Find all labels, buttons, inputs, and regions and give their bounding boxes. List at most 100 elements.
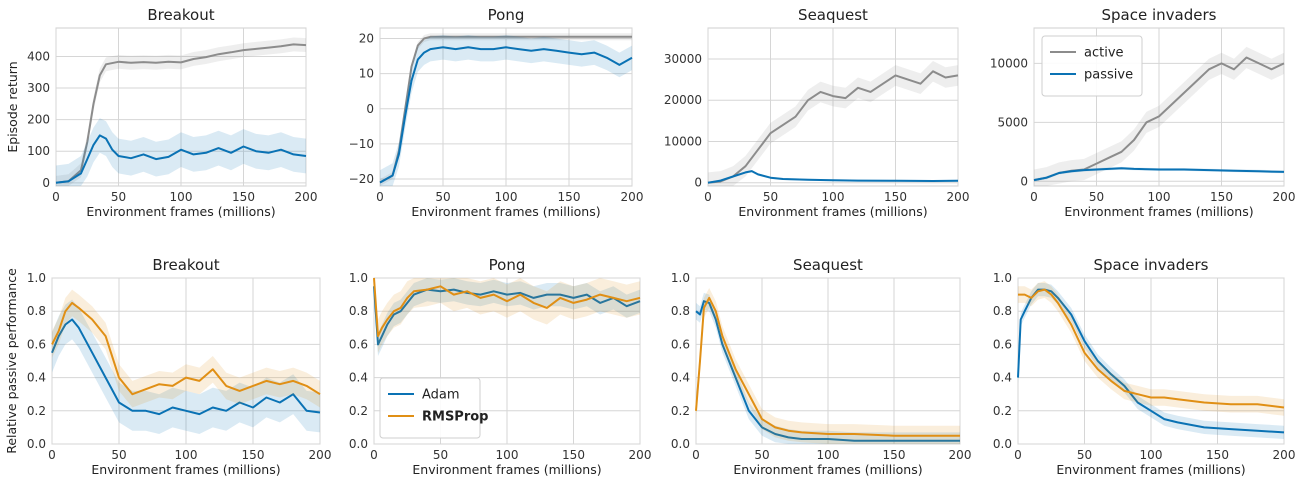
y-tick-label: 0.4 xyxy=(671,371,690,385)
x-tick-label: 150 xyxy=(1210,190,1233,204)
y-tick-label: 0.8 xyxy=(27,304,46,318)
x-tick-label: 50 xyxy=(763,190,778,204)
x-tick-label: 100 xyxy=(817,448,840,462)
y-tick-label: 0.0 xyxy=(671,437,690,451)
chart-panel-1-2: 0 50 100 150 200 −20 −10 0 10 20 Pong Environment f… xyxy=(349,6,644,219)
x-axis-label: Environment frames (millions) xyxy=(733,462,922,477)
series-line-passive xyxy=(55,134,307,184)
chart-panel-1-3: 0 50 100 150 200 0 10000 20000 30000 Seaquest Envi… xyxy=(664,6,970,219)
x-tick-label: 100 xyxy=(170,190,193,204)
y-tick-label: 0.6 xyxy=(671,337,690,351)
y-tick-label: 1.0 xyxy=(993,271,1012,285)
x-axis-label: Environment frames (millions) xyxy=(738,204,927,219)
y-tick-label: 1.0 xyxy=(349,271,368,285)
x-tick-label: 100 xyxy=(1148,190,1171,204)
y-tick-label: 1.0 xyxy=(27,271,46,285)
legend-label-passive: passive xyxy=(1084,68,1133,83)
x-tick-label: 150 xyxy=(242,448,265,462)
x-axis-label: Environment frames (millions) xyxy=(411,204,600,219)
x-axis-label: Environment frames (millions) xyxy=(91,462,280,477)
y-tick-label: 10000 xyxy=(664,134,702,148)
x-tick-label: 0 xyxy=(1030,190,1038,204)
x-tick-label: 150 xyxy=(232,190,255,204)
chart-panel-2-3: 0 50 100 150 200 0.0 0.2 0.4 0.6 0.8 1.0 Seaquest En… xyxy=(671,256,972,477)
chart-panel-2-2: 0 50 100 150 200 0.0 0.2 0.4 0.6 0.8 1.0 Pong Enviro… xyxy=(349,256,652,477)
y-tick-label: 0.4 xyxy=(349,371,368,385)
y-tick-label: 0 xyxy=(1020,174,1028,188)
y-tick-label: −20 xyxy=(349,172,374,186)
x-tick-label: 50 xyxy=(111,448,126,462)
panel-title: Breakout xyxy=(147,6,214,24)
y-tick-label: 0.2 xyxy=(671,404,690,418)
x-tick-label: 150 xyxy=(884,190,907,204)
x-tick-label: 100 xyxy=(1140,448,1163,462)
x-axis-label: Environment frames (millions) xyxy=(1064,204,1253,219)
y-tick-label: 1.0 xyxy=(671,271,690,285)
series-line-adam xyxy=(51,318,321,416)
panel-title: Space invaders xyxy=(1102,6,1217,24)
x-tick-label: 200 xyxy=(1273,448,1296,462)
series-band-passive xyxy=(380,35,632,186)
x-tick-label: 150 xyxy=(558,190,581,204)
y-tick-label: 200 xyxy=(27,113,50,127)
y-tick-label: 0 xyxy=(366,102,374,116)
legend-label-rmsprop: RMSProp xyxy=(422,410,489,425)
y-tick-label: 300 xyxy=(27,81,50,95)
panel-title: Pong xyxy=(488,6,525,24)
x-tick-label: 50 xyxy=(111,190,126,204)
series-band-passive xyxy=(56,118,306,186)
x-tick-label: 200 xyxy=(629,448,652,462)
x-tick-label: 50 xyxy=(433,448,448,462)
chart-panel-2-1: 0 50 100 150 200 0.0 0.2 0.4 0.6 0.8 1.0 Breakout En… xyxy=(4,256,331,477)
x-tick-label: 200 xyxy=(949,448,972,462)
x-tick-label: 0 xyxy=(704,190,712,204)
x-tick-label: 0 xyxy=(48,448,56,462)
x-tick-label: 200 xyxy=(947,190,970,204)
chart-panel-1-1: 0 50 100 150 200 0 100 200 300 400 Breakout Environ… xyxy=(5,6,317,219)
panel-title: Space invaders xyxy=(1094,256,1209,274)
series-band-rmsprop xyxy=(374,278,640,353)
x-axis-label: Environment frames (millions) xyxy=(86,204,275,219)
x-tick-label: 50 xyxy=(754,448,769,462)
x-tick-label: 0 xyxy=(52,190,60,204)
y-axis-label: Relative passive performance xyxy=(4,268,19,454)
y-tick-label: 0.6 xyxy=(349,337,368,351)
y-tick-label: 20 xyxy=(359,32,374,46)
y-tick-label: 0.8 xyxy=(671,304,690,318)
y-tick-label: 0.0 xyxy=(349,437,368,451)
legend-label-adam: Adam xyxy=(422,388,460,403)
series-band-rmsprop xyxy=(1018,281,1284,416)
x-tick-label: 0 xyxy=(370,448,378,462)
panel-title: Breakout xyxy=(152,256,219,274)
y-tick-label: 0 xyxy=(42,176,50,190)
panel-title: Pong xyxy=(489,256,526,274)
x-tick-label: 0 xyxy=(376,190,384,204)
x-tick-label: 50 xyxy=(435,190,450,204)
x-tick-label: 0 xyxy=(692,448,700,462)
series-line-passive xyxy=(1033,167,1285,182)
y-tick-label: 10 xyxy=(359,67,374,81)
series-line-passive xyxy=(707,170,959,184)
chart-panel-1-4: 0 50 100 150 200 0 5000 10000 Space invaders Envi… xyxy=(990,6,1296,219)
panel-title: Seaquest xyxy=(793,256,863,274)
y-tick-label: 0.8 xyxy=(349,304,368,318)
x-tick-label: 200 xyxy=(309,448,332,462)
x-tick-label: 150 xyxy=(883,448,906,462)
y-tick-label: 10000 xyxy=(990,56,1028,70)
y-tick-label: 100 xyxy=(27,144,50,158)
x-tick-label: 200 xyxy=(295,190,318,204)
y-tick-label: 5000 xyxy=(997,115,1028,129)
panel-title: Seaquest xyxy=(798,6,868,24)
y-tick-label: 400 xyxy=(27,49,50,63)
y-tick-label: 0.8 xyxy=(993,304,1012,318)
series-line-adam xyxy=(373,286,641,346)
y-tick-label: 0.2 xyxy=(993,404,1012,418)
x-tick-label: 100 xyxy=(495,190,518,204)
x-tick-label: 100 xyxy=(822,190,845,204)
series-line-rmsprop xyxy=(695,296,960,437)
y-tick-label: 0 xyxy=(694,176,702,190)
chart-panel-2-4: 0 50 100 150 200 0.0 0.2 0.4 0.6 0.8 1.0 Space inva… xyxy=(993,256,1296,477)
x-tick-label: 100 xyxy=(496,448,519,462)
x-tick-label: 0 xyxy=(1014,448,1022,462)
y-tick-label: 0.2 xyxy=(349,404,368,418)
